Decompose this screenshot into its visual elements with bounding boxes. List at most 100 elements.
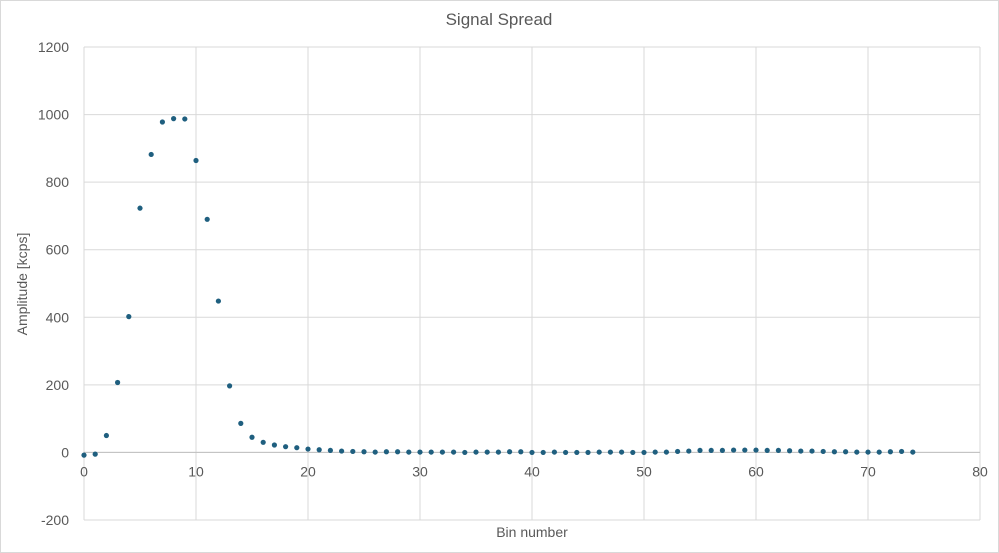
data-point	[484, 449, 490, 455]
x-tick-label: 40	[524, 463, 540, 479]
y-tick-label: -200	[41, 512, 69, 528]
data-point	[473, 449, 479, 455]
y-axis-ticks: -200 0 200 400 600 800 1000 1200	[38, 39, 69, 528]
data-point	[305, 446, 311, 452]
y-axis-title: Amplitude [kcps]	[14, 233, 30, 336]
x-tick-label: 20	[300, 463, 316, 479]
data-point	[171, 116, 177, 122]
gridlines	[83, 46, 981, 521]
data-point	[148, 151, 154, 158]
data-point	[406, 449, 412, 455]
data-points	[81, 116, 916, 458]
x-tick-label: 0	[80, 463, 88, 479]
data-point	[630, 449, 636, 456]
data-point	[339, 448, 345, 454]
data-point	[887, 449, 894, 455]
data-point	[854, 449, 860, 455]
x-tick-label: 60	[748, 463, 764, 479]
data-point	[551, 449, 558, 455]
data-point	[596, 449, 602, 455]
data-point	[372, 449, 378, 455]
data-point	[708, 447, 714, 454]
data-point	[742, 447, 748, 453]
data-point	[540, 449, 546, 456]
data-point	[518, 449, 524, 455]
data-point	[204, 216, 210, 222]
y-tick-label: 200	[46, 377, 70, 393]
x-axis-ticks: 0 10 20 30 40 50 60 70 80	[80, 463, 988, 479]
y-tick-label: 1200	[38, 39, 69, 55]
data-point	[619, 449, 625, 455]
chart-title: Signal Spread	[446, 10, 553, 29]
data-point	[663, 449, 670, 455]
data-point	[137, 205, 143, 211]
data-point	[428, 449, 434, 455]
data-point	[238, 420, 244, 426]
x-tick-label: 30	[412, 463, 428, 479]
y-tick-label: 400	[46, 309, 70, 325]
data-point	[753, 447, 759, 453]
data-point	[652, 449, 658, 455]
data-point	[316, 447, 322, 453]
data-point	[115, 379, 121, 386]
data-point	[865, 449, 871, 455]
data-point	[462, 449, 468, 456]
data-point	[899, 448, 905, 455]
data-point	[193, 157, 199, 164]
data-point	[731, 447, 737, 453]
data-point	[215, 298, 221, 304]
data-point	[843, 449, 849, 455]
y-tick-label: 800	[46, 174, 70, 190]
data-point	[529, 449, 535, 456]
x-tick-label: 50	[636, 463, 652, 479]
data-point	[81, 452, 87, 458]
data-point	[910, 449, 916, 455]
data-point	[249, 434, 255, 440]
data-point	[451, 449, 457, 455]
data-point	[563, 449, 569, 456]
data-point	[809, 448, 815, 454]
data-point	[417, 449, 423, 455]
data-point	[383, 449, 389, 455]
x-tick-label: 80	[972, 463, 988, 479]
data-point	[361, 449, 367, 455]
data-point	[103, 432, 109, 439]
data-point	[126, 314, 132, 320]
data-point	[92, 451, 98, 457]
data-point	[820, 448, 826, 455]
data-point	[283, 444, 289, 450]
data-point	[507, 449, 513, 455]
data-point	[686, 448, 692, 454]
data-point	[227, 383, 233, 389]
x-axis-title: Bin number	[496, 524, 568, 540]
data-point	[641, 449, 647, 456]
data-point	[675, 448, 681, 455]
data-point	[327, 447, 333, 454]
data-point	[271, 442, 277, 448]
data-point	[395, 449, 401, 455]
data-point	[294, 445, 300, 451]
data-point	[585, 449, 591, 456]
data-point	[350, 448, 356, 455]
data-point	[697, 447, 703, 454]
data-point	[787, 448, 793, 454]
data-point	[719, 447, 726, 454]
data-point	[798, 448, 804, 454]
data-point	[159, 119, 165, 125]
data-point	[607, 449, 614, 455]
data-point	[260, 439, 266, 445]
y-tick-label: 1000	[38, 107, 69, 123]
y-tick-label: 600	[46, 242, 70, 258]
x-tick-label: 10	[188, 463, 204, 479]
data-point	[764, 447, 770, 454]
data-point	[495, 449, 501, 455]
data-point	[876, 449, 882, 455]
data-point	[775, 447, 782, 454]
data-point	[439, 449, 445, 455]
data-point	[182, 116, 188, 122]
data-point	[574, 449, 580, 456]
y-tick-label: 0	[61, 444, 69, 460]
x-tick-label: 70	[860, 463, 876, 479]
